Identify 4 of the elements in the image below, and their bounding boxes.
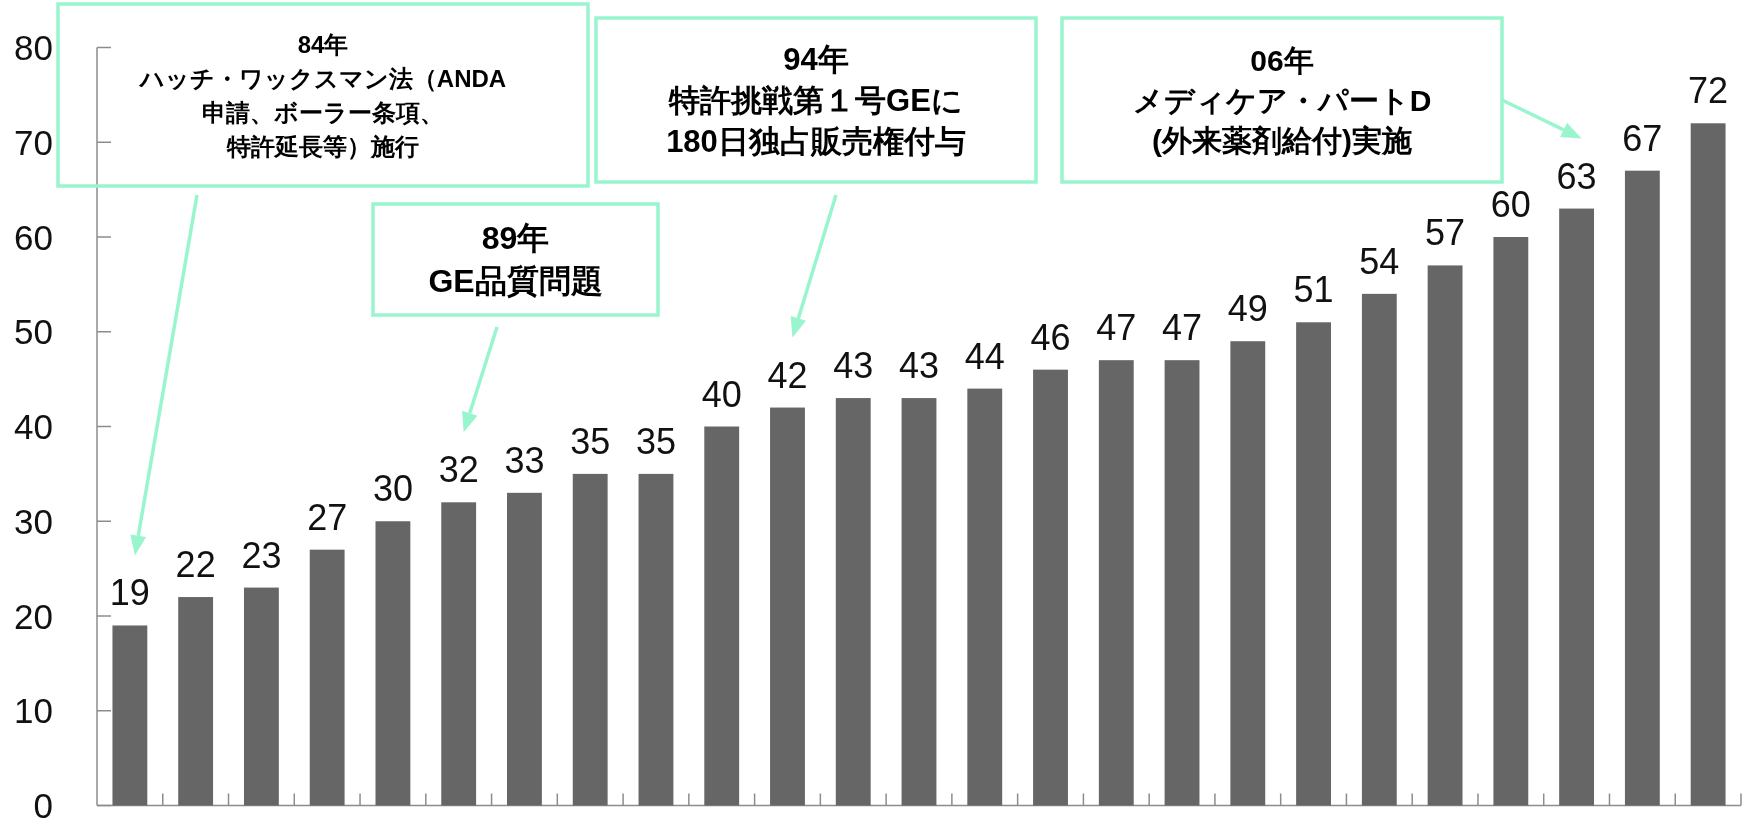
annotation: 84年ハッチ・ワックスマン法（ANDA申請、ボーラー条項、特許延長等）施行 (139, 30, 507, 160)
annotation: 89年GE品質問題 (428, 220, 603, 299)
annotation: 06年メディケア・パートD(外来薬剤給付)実施 (1132, 43, 1432, 157)
annotation: 94年特許挑戦第１号GEに180日独占販売権付与 (666, 41, 966, 159)
